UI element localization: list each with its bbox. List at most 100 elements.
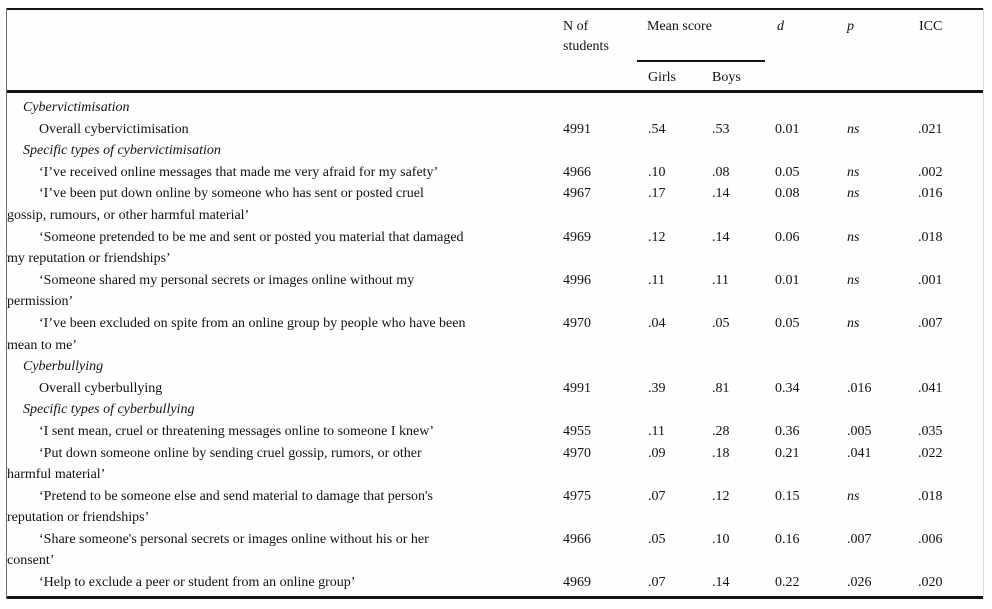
- cell-icc: .022: [918, 445, 943, 461]
- table-row: ‘Pretend to be someone else and send mat…: [7, 486, 983, 529]
- column-header-boys: Boys: [712, 70, 741, 85]
- table-body: Cybervictimisation Overall cybervictimis…: [7, 93, 983, 596]
- column-header-icc: ICC: [919, 19, 943, 34]
- table-row: ‘Put down someone online by sending crue…: [7, 443, 983, 486]
- table-row: ‘I’ve been put down online by someone wh…: [7, 183, 983, 226]
- cell-mean-girls: .10: [648, 164, 666, 180]
- cell-icc: .002: [918, 164, 943, 180]
- top-rule: [7, 8, 983, 10]
- table-row: ‘I sent mean, cruel or threatening messa…: [7, 421, 983, 443]
- cell-mean-girls: .07: [648, 575, 666, 591]
- cell-p-value: ns: [847, 164, 860, 180]
- header-body-rule: [7, 90, 983, 93]
- cell-p-value: ns: [847, 315, 860, 331]
- cell-mean-girls: .17: [648, 186, 666, 202]
- cell-n-students: 4991: [563, 121, 591, 137]
- cell-icc: .041: [918, 380, 943, 396]
- cell-n-students: 4991: [563, 380, 591, 396]
- cell-mean-girls: .05: [648, 531, 666, 547]
- table-row: Specific types of cyberbullying: [7, 399, 983, 421]
- table-row: ‘Someone pretended to be me and sent or …: [7, 227, 983, 270]
- cell-icc: .001: [918, 272, 943, 288]
- cell-mean-boys: .14: [712, 575, 730, 591]
- cell-p-value: ns: [847, 272, 860, 288]
- row-label: Overall cyberbullying: [39, 380, 163, 396]
- cell-p-value: ns: [847, 121, 860, 137]
- statistics-table: N of students Mean score d p ICC Girls B…: [6, 8, 984, 599]
- cell-effect-size-d: 0.01: [775, 272, 800, 288]
- row-label: ‘I’ve been excluded on spite from an onl…: [7, 315, 466, 353]
- cell-mean-boys: .14: [712, 229, 730, 245]
- cell-n-students: 4955: [563, 423, 591, 439]
- cell-p-value: ns: [847, 186, 860, 202]
- row-label: ‘I’ve received online messages that made…: [39, 164, 439, 180]
- table-row: Specific types of cybervictimisation: [7, 140, 983, 162]
- cell-icc: .007: [918, 315, 943, 331]
- cell-p-value: .007: [847, 531, 872, 547]
- cell-effect-size-d: 0.08: [775, 186, 800, 202]
- row-label: Specific types of cyberbullying: [23, 402, 195, 418]
- table-row: Cyberbullying: [7, 356, 983, 378]
- row-label: ‘Someone pretended to be me and sent or …: [7, 229, 464, 267]
- cell-mean-boys: .10: [712, 531, 730, 547]
- cell-icc: .018: [918, 229, 943, 245]
- table-row: ‘Someone shared my personal secrets or i…: [7, 270, 983, 313]
- cell-effect-size-d: 0.06: [775, 229, 800, 245]
- cell-n-students: 4969: [563, 575, 591, 591]
- row-label: ‘Help to exclude a peer or student from …: [39, 575, 356, 591]
- cell-mean-girls: .11: [648, 423, 665, 439]
- cell-mean-boys: .81: [712, 380, 730, 396]
- mean-score-spanner-rule: [637, 60, 765, 62]
- table-row: Overall cyberbullying 4991 .39 .81 0.34 …: [7, 378, 983, 400]
- table-row: ‘Help to exclude a peer or student from …: [7, 572, 983, 594]
- cell-mean-girls: .12: [648, 229, 666, 245]
- cell-effect-size-d: 0.15: [775, 488, 800, 504]
- cell-mean-boys: .18: [712, 445, 730, 461]
- row-label: ‘Someone shared my personal secrets or i…: [7, 272, 415, 310]
- cell-mean-boys: .08: [712, 164, 730, 180]
- cell-p-value: .041: [847, 445, 872, 461]
- cell-mean-boys: .11: [712, 272, 729, 288]
- table-row: Cybervictimisation: [7, 97, 983, 119]
- row-label: Specific types of cybervictimisation: [23, 143, 221, 159]
- cell-effect-size-d: 0.05: [775, 164, 800, 180]
- cell-mean-girls: .54: [648, 121, 666, 137]
- cell-icc: .020: [918, 575, 943, 591]
- table-row: ‘Share someone's personal secrets or ima…: [7, 529, 983, 572]
- cell-mean-girls: .04: [648, 315, 666, 331]
- cell-mean-girls: .09: [648, 445, 666, 461]
- cell-effect-size-d: 0.34: [775, 380, 800, 396]
- row-label: ‘Put down someone online by sending crue…: [7, 445, 422, 483]
- cell-n-students: 4996: [563, 272, 591, 288]
- cell-mean-girls: .11: [648, 272, 665, 288]
- table-row: Overall cybervictimisation 4991 .54 .53 …: [7, 119, 983, 141]
- cell-n-students: 4975: [563, 488, 591, 504]
- row-label: Cybervictimisation: [23, 100, 130, 115]
- bottom-rule: [7, 595, 983, 599]
- cell-mean-boys: .53: [712, 121, 730, 137]
- cell-mean-boys: .28: [712, 423, 730, 439]
- cell-p-value: .016: [847, 380, 872, 396]
- cell-icc: .006: [918, 531, 943, 547]
- cell-effect-size-d: 0.05: [775, 315, 800, 331]
- cell-effect-size-d: 0.21: [775, 445, 800, 461]
- cell-p-value: ns: [847, 488, 860, 504]
- column-header-girls: Girls: [648, 70, 676, 85]
- cell-n-students: 4967: [563, 186, 591, 202]
- table-row: ‘I’ve received online messages that made…: [7, 162, 983, 184]
- cell-effect-size-d: 0.22: [775, 575, 800, 591]
- row-label: ‘Share someone's personal secrets or ima…: [7, 531, 429, 569]
- cell-icc: .016: [918, 186, 943, 202]
- cell-n-students: 4969: [563, 229, 591, 245]
- cell-icc: .018: [918, 488, 943, 504]
- cell-n-students: 4966: [563, 531, 591, 547]
- cell-mean-boys: .14: [712, 186, 730, 202]
- cell-effect-size-d: 0.16: [775, 531, 800, 547]
- cell-n-students: 4966: [563, 164, 591, 180]
- cell-n-students: 4970: [563, 315, 591, 331]
- cell-n-students: 4970: [563, 445, 591, 461]
- cell-mean-boys: .05: [712, 315, 730, 331]
- cell-icc: .035: [918, 423, 943, 439]
- table-header: N of students Mean score d p ICC Girls B…: [7, 10, 983, 90]
- column-header-n-students: N of students: [563, 19, 609, 54]
